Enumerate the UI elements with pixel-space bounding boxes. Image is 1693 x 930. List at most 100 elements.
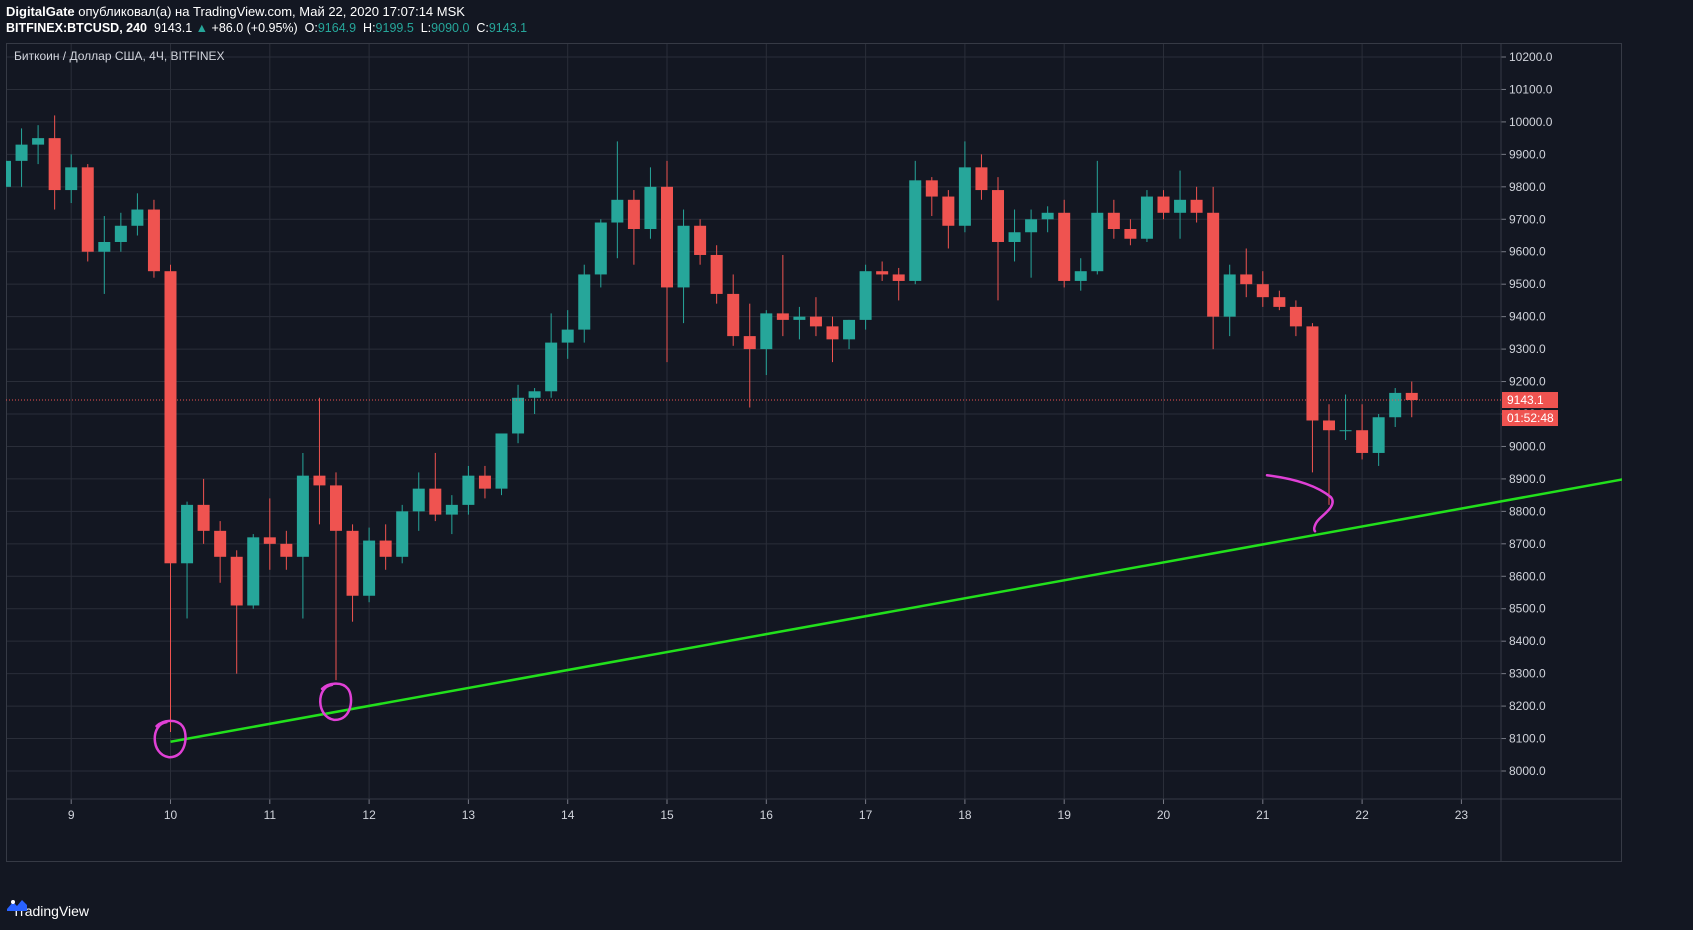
candle-body bbox=[694, 225, 707, 255]
candle bbox=[15, 128, 28, 187]
candle bbox=[1273, 290, 1286, 311]
candle bbox=[843, 319, 856, 350]
candle bbox=[1008, 209, 1021, 262]
x-tick-label: 10 bbox=[164, 808, 178, 822]
footer-brand[interactable]: TradingView bbox=[12, 903, 90, 919]
candle bbox=[1124, 219, 1137, 246]
candle-body bbox=[1223, 274, 1236, 317]
candle-body bbox=[1107, 212, 1120, 230]
x-tick-label: 21 bbox=[1256, 808, 1270, 822]
x-tick-label: 17 bbox=[859, 808, 873, 822]
candle bbox=[545, 313, 558, 398]
low-value: 9090.0 bbox=[431, 21, 470, 35]
candle-body bbox=[197, 504, 210, 531]
candlestick-chart[interactable]: 8000.0 8100.0 8200.0 8300.0 8400.0 8500.0 8600… bbox=[6, 43, 1622, 862]
x-tick-label: 11 bbox=[264, 808, 277, 822]
candle bbox=[330, 472, 342, 681]
candle-body bbox=[412, 488, 425, 512]
candle-body bbox=[363, 540, 376, 596]
last-price-tag bbox=[1502, 392, 1558, 409]
close-value: 9143.1 bbox=[488, 21, 528, 35]
candle bbox=[727, 274, 740, 346]
last-price-label: 9143.1 bbox=[1507, 393, 1544, 407]
candle-body bbox=[826, 326, 839, 340]
candle-body bbox=[843, 319, 856, 340]
y-tick-label: 8300.0 bbox=[1509, 667, 1546, 681]
y-tick-label: 10200.0 bbox=[1509, 50, 1553, 64]
price-change: +86.0 (+0.95%) bbox=[211, 21, 298, 35]
candle-body bbox=[1339, 430, 1352, 432]
candle bbox=[495, 433, 508, 496]
candle-body bbox=[1041, 212, 1054, 220]
candle bbox=[1306, 323, 1319, 473]
candle-body bbox=[727, 293, 740, 337]
candle bbox=[1140, 190, 1153, 242]
y-tick-label: 8700.0 bbox=[1509, 537, 1546, 551]
ohlc-header: BITFINEX:BTCUSD, 240 9143.1 ▲ +86.0 (+0.… bbox=[6, 21, 527, 35]
y-tick-label: 8100.0 bbox=[1509, 732, 1546, 746]
y-tick-label: 9700.0 bbox=[1509, 212, 1546, 226]
high-value: 9199.5 bbox=[375, 21, 414, 35]
candle-body bbox=[181, 504, 194, 564]
candle bbox=[81, 164, 94, 262]
candle bbox=[859, 264, 872, 330]
candle-body bbox=[859, 271, 872, 320]
candle-body bbox=[594, 222, 607, 275]
candle bbox=[396, 504, 409, 564]
candle bbox=[1074, 258, 1087, 291]
candle-body bbox=[495, 433, 508, 489]
candle bbox=[1323, 404, 1335, 505]
candle bbox=[909, 160, 922, 285]
candle bbox=[1041, 206, 1054, 233]
candle-body bbox=[809, 316, 822, 327]
candle bbox=[313, 397, 326, 525]
candle bbox=[1289, 300, 1302, 337]
candle-body bbox=[958, 167, 971, 226]
candle-body bbox=[247, 537, 260, 606]
tradingview-logo-icon[interactable] bbox=[6, 898, 28, 912]
candle-body bbox=[346, 530, 359, 596]
candle bbox=[1190, 186, 1203, 223]
candle bbox=[992, 177, 1004, 301]
candle-body bbox=[1008, 232, 1021, 242]
candle-body bbox=[1025, 219, 1038, 233]
candle-body bbox=[627, 199, 640, 230]
y-tick-label: 9400.0 bbox=[1509, 310, 1546, 324]
candle bbox=[98, 216, 111, 294]
candle bbox=[1223, 264, 1236, 337]
y-tick-label: 10100.0 bbox=[1509, 82, 1553, 96]
candle bbox=[958, 141, 971, 233]
candle bbox=[280, 530, 293, 570]
candle-body bbox=[164, 271, 177, 564]
candle bbox=[379, 524, 392, 570]
y-tick-label: 8800.0 bbox=[1509, 504, 1546, 518]
x-tick-label: 13 bbox=[462, 808, 476, 822]
y-tick-label: 10000.0 bbox=[1509, 115, 1553, 129]
candle-body bbox=[909, 180, 922, 281]
candle-body bbox=[1058, 212, 1071, 281]
candle-body bbox=[478, 475, 491, 489]
candle-body bbox=[98, 241, 111, 252]
candle bbox=[512, 384, 525, 444]
open-value: 9164.9 bbox=[317, 21, 357, 35]
candle-body bbox=[462, 475, 475, 505]
x-tick-label: 15 bbox=[660, 808, 674, 822]
candle-body bbox=[677, 225, 690, 288]
candle-body bbox=[81, 167, 94, 252]
candle-body bbox=[776, 313, 789, 320]
candle-body bbox=[48, 138, 61, 191]
candle-body bbox=[131, 209, 144, 226]
publication-header: DigitalGate опубликовал(а) на TradingVie… bbox=[6, 4, 465, 19]
candle-body bbox=[793, 316, 806, 320]
candle-body bbox=[561, 329, 574, 343]
candle-body bbox=[892, 274, 905, 281]
candle bbox=[32, 125, 45, 165]
author-name[interactable]: DigitalGate bbox=[6, 4, 75, 19]
y-tick-label: 9800.0 bbox=[1509, 180, 1546, 194]
chart-frame[interactable]: 8000.0 8100.0 8200.0 8300.0 8400.0 8500.0 8600… bbox=[6, 43, 1622, 862]
y-tick-label: 8200.0 bbox=[1509, 699, 1546, 713]
candle bbox=[876, 261, 889, 281]
x-tick-label: 18 bbox=[958, 808, 972, 822]
y-tick-label: 9600.0 bbox=[1509, 245, 1546, 259]
candle bbox=[826, 316, 839, 363]
